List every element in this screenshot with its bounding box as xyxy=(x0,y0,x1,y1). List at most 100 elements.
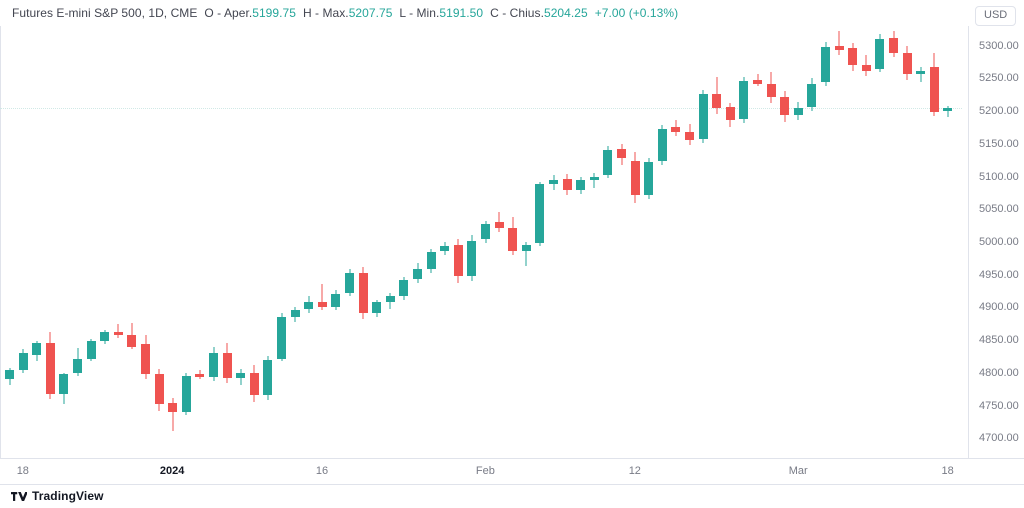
candlestick xyxy=(508,26,518,458)
candle-body xyxy=(5,370,14,380)
candle-body xyxy=(385,295,395,303)
candle-body xyxy=(113,332,123,335)
close-label: C - Chius. xyxy=(490,6,544,20)
candle-body xyxy=(494,222,504,228)
candlestick xyxy=(481,26,490,458)
time-label: Mar xyxy=(788,465,808,477)
price-label: 5300.00 xyxy=(979,39,1019,52)
price-label: 4800.00 xyxy=(979,366,1019,379)
low-label: L - Min. xyxy=(399,6,440,20)
price-label: 5150.00 xyxy=(979,137,1019,150)
candlestick xyxy=(331,26,341,458)
candle-body xyxy=(290,310,300,317)
close-price-line xyxy=(0,108,962,110)
candlestick xyxy=(453,26,463,458)
candle-body xyxy=(821,46,830,83)
currency-badge[interactable]: USD xyxy=(975,6,1017,26)
candlestick xyxy=(943,26,953,458)
candlestick xyxy=(181,26,191,458)
candlestick xyxy=(426,26,436,458)
time-scale-divider xyxy=(0,458,1024,459)
candlestick xyxy=(630,26,640,458)
candlestick xyxy=(875,26,885,458)
candle-body xyxy=(236,372,246,379)
symbol-title[interactable]: Futures E-mini S&P 500, 1D, CME xyxy=(12,6,198,20)
candle-body xyxy=(671,126,681,133)
candle-body xyxy=(372,302,382,313)
candle-wick xyxy=(920,66,922,83)
time-scale[interactable]: 18202416Feb12Mar18Apr15 xyxy=(0,458,1024,484)
candle-wick xyxy=(838,31,840,55)
candlestick xyxy=(290,26,300,458)
candle-wick xyxy=(321,283,323,311)
candlestick xyxy=(780,26,790,458)
candle-body xyxy=(725,107,735,121)
candlestick xyxy=(807,26,817,458)
candlestick xyxy=(753,26,762,458)
price-scale[interactable]: USD 4700.00 4750.00 4800.00 4850.00 4900.00 4… xyxy=(962,0,1024,458)
price-label: 5100.00 xyxy=(979,170,1019,183)
tradingview-logo[interactable]: TradingView xyxy=(11,489,104,503)
candle-body xyxy=(589,176,599,181)
candle-wick xyxy=(525,242,527,266)
candlestick xyxy=(902,26,912,458)
candle-body xyxy=(32,342,42,355)
price-label: 4850.00 xyxy=(979,334,1019,347)
price-label: 4950.00 xyxy=(979,268,1019,281)
candlestick xyxy=(222,26,232,458)
candle-body xyxy=(18,353,28,371)
time-label: 16 xyxy=(315,465,329,477)
candlestick xyxy=(45,26,55,458)
candle-body xyxy=(549,180,558,185)
candle-body xyxy=(481,223,490,240)
candle-body xyxy=(345,273,354,294)
candle-body xyxy=(331,294,341,308)
candlestick xyxy=(562,26,572,458)
candle-body xyxy=(413,269,422,279)
candlestick xyxy=(86,26,96,458)
time-label: Feb xyxy=(475,465,495,477)
chart-legend[interactable]: Futures E-mini S&P 500, 1D, CME O - Aper… xyxy=(0,0,1024,26)
candle-body xyxy=(807,83,817,108)
price-label: 4900.00 xyxy=(979,301,1019,314)
candle-body xyxy=(902,53,912,75)
candle-body xyxy=(100,332,110,342)
candlestick xyxy=(18,26,28,458)
candlestick xyxy=(821,26,830,458)
open-value: 5199.75 xyxy=(252,6,296,20)
candlestick xyxy=(100,26,110,458)
candlestick xyxy=(848,26,858,458)
candle-body xyxy=(358,273,368,313)
candle-body xyxy=(712,94,722,109)
candlestick xyxy=(766,26,776,458)
candlestick xyxy=(467,26,477,458)
candlestick xyxy=(358,26,368,458)
chart-plot-area[interactable] xyxy=(0,26,962,458)
candle-body xyxy=(508,227,518,252)
candle-body xyxy=(426,252,436,270)
candlestick xyxy=(834,26,844,458)
price-label: 5250.00 xyxy=(979,72,1019,85)
candle-body xyxy=(644,162,654,195)
candlestick xyxy=(263,26,273,458)
candle-wick xyxy=(593,172,595,189)
candle-body xyxy=(793,108,803,115)
candlestick xyxy=(385,26,395,458)
candle-body xyxy=(535,184,545,244)
candlestick xyxy=(549,26,558,458)
candle-body xyxy=(181,375,191,413)
candlestick xyxy=(521,26,531,458)
candle-body xyxy=(521,244,531,252)
candle-body xyxy=(195,374,205,377)
candle-body xyxy=(562,179,572,190)
tradingview-mark-icon xyxy=(11,491,27,501)
candlestick xyxy=(671,26,681,458)
candle-body xyxy=(59,374,69,394)
candle-body xyxy=(916,70,926,75)
candle-body xyxy=(657,129,667,161)
candle-body xyxy=(154,374,164,405)
candlestick xyxy=(685,26,694,458)
candle-wick xyxy=(498,211,500,232)
footer-divider xyxy=(0,484,1024,485)
candle-body xyxy=(467,240,477,277)
